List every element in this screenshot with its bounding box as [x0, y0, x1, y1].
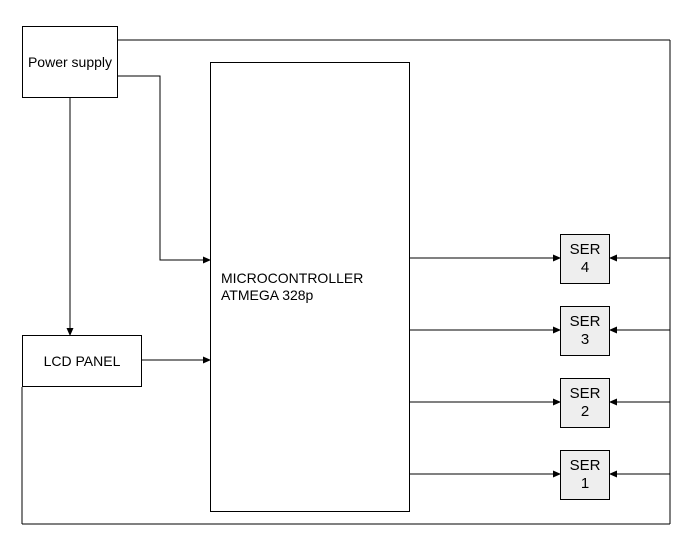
node-ser-3: SER 3 [560, 306, 610, 356]
node-microcontroller: MICROCONTROLLER ATMEGA 328p [210, 62, 410, 512]
node-ser-4-label: SER 4 [570, 241, 601, 277]
node-power-supply-label: Power supply [28, 54, 112, 71]
node-ser-1: SER 1 [560, 450, 610, 500]
node-ser-2: SER 2 [560, 378, 610, 428]
node-microcontroller-label: MICROCONTROLLER ATMEGA 328p [221, 270, 363, 304]
node-lcd-panel-label: LCD PANEL [44, 353, 121, 370]
edge-power-to-mcu [118, 76, 210, 260]
node-lcd-panel: LCD PANEL [22, 335, 142, 387]
node-power-supply: Power supply [22, 26, 118, 98]
node-ser-2-label: SER 2 [570, 385, 601, 421]
node-ser-4: SER 4 [560, 234, 610, 284]
node-ser-3-label: SER 3 [570, 313, 601, 349]
node-ser-1-label: SER 1 [570, 457, 601, 493]
